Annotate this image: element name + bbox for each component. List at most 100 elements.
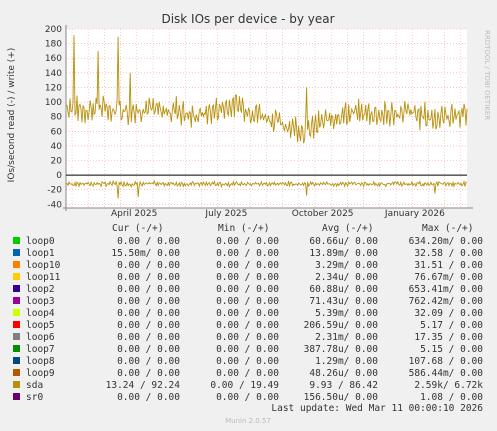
legend-avg-loop8: 1.29m/ 0.00: [315, 356, 378, 367]
legend-avg-loop1: 13.89m/ 0.00: [309, 248, 378, 259]
legend-cur-loop8: 0.00 / 0.00: [117, 356, 180, 367]
legend-avg-loop10: 3.29m/ 0.00: [315, 260, 378, 271]
y-tick-4: 40: [51, 142, 63, 152]
legend-name-loop4: loop4: [26, 308, 55, 319]
legend-name-loop7: loop7: [26, 344, 55, 355]
legend-avg-loop7: 387.78u/ 0.00: [304, 344, 379, 355]
legend-cur-loop0: 0.00 / 0.00: [117, 236, 180, 247]
legend-max-loop10: 31.51 / 0.00: [414, 260, 483, 271]
legend-header-cur: Cur (-/+): [112, 223, 163, 234]
y-tick-10: 160: [45, 54, 62, 64]
sda-read-line: [65, 179, 468, 199]
y-tick-12: 200: [45, 25, 62, 35]
legend-avg-loop11: 2.34u/ 0.00: [315, 272, 378, 283]
y-tick-1: -20: [47, 186, 62, 196]
legend-cur-loop2: 0.00 / 0.00: [117, 284, 180, 295]
legend-min-loop11: 0.00 / 0.00: [216, 272, 279, 283]
y-tick-6: 80: [51, 113, 63, 123]
x-tick-labels: April 2025 July 2025 October 2025 January 2…: [111, 209, 445, 219]
legend-name-loop11: loop11: [26, 272, 61, 283]
legend-swatch-loop1: [13, 249, 20, 256]
legend-cur-sda: 13.24 / 92.24: [106, 380, 181, 391]
legend-min-loop7: 0.00 / 0.00: [216, 344, 279, 355]
legend-name-loop1: loop1: [26, 248, 55, 259]
y-tick-labels: -40 -20 0 20 40 60 80 100 120 140 160 180 200: [45, 25, 62, 210]
legend-avg-loop4: 5.39m/ 0.00: [315, 308, 378, 319]
legend-cur-loop4: 0.00 / 0.00: [117, 308, 180, 319]
legend-avg-loop5: 206.59u/ 0.00: [304, 320, 379, 331]
legend-avg-sr0: 156.50u/ 0.00: [304, 392, 379, 403]
y-tick-9: 140: [45, 69, 62, 79]
legend: Cur (-/+) Min (-/+) Avg (-/+) Max (-/+) …: [13, 223, 483, 403]
legend-header-avg: Avg (-/+): [322, 223, 373, 234]
legend-min-sr0: 0.00 / 0.00: [216, 392, 279, 403]
legend-cur-loop3: 0.00 / 0.00: [117, 296, 180, 307]
legend-min-loop6: 0.00 / 0.00: [216, 332, 279, 343]
legend-swatch-loop3: [13, 297, 20, 304]
y-tick-8: 120: [45, 83, 62, 93]
legend-min-sda: 0.00 / 19.49: [210, 380, 279, 391]
plot-area: [66, 29, 467, 208]
rrdtool-label: RRDTOOL / TOBI OETIKER: [483, 30, 491, 120]
legend-swatch-sr0: [13, 393, 20, 400]
y-axis-label: IOs/second read (-) / write (+): [7, 48, 17, 183]
legend-max-loop0: 634.20m/ 0.00: [409, 236, 484, 247]
legend-name-sda: sda: [26, 380, 43, 391]
legend-min-loop2: 0.00 / 0.00: [216, 284, 279, 295]
legend-swatch-loop7: [13, 345, 20, 352]
legend-avg-loop9: 48.26u/ 0.00: [309, 368, 378, 379]
legend-cur-loop11: 0.00 / 0.00: [117, 272, 180, 283]
legend-name-loop3: loop3: [26, 296, 55, 307]
legend-cur-loop10: 0.00 / 0.00: [117, 260, 180, 271]
sda-series: [65, 35, 468, 199]
legend-swatch-loop8: [13, 357, 20, 364]
legend-swatch-loop4: [13, 309, 20, 316]
legend-min-loop0: 0.00 / 0.00: [216, 236, 279, 247]
legend-swatch-loop2: [13, 285, 20, 292]
legend-name-loop10: loop10: [26, 260, 61, 271]
legend-max-loop3: 762.42m/ 0.00: [409, 296, 484, 307]
legend-max-loop2: 653.41m/ 0.00: [409, 284, 484, 295]
legend-name-sr0: sr0: [26, 392, 43, 403]
last-update: Last update: Wed Mar 11 00:00:10 2026: [271, 403, 483, 414]
legend-name-loop5: loop5: [26, 320, 55, 331]
legend-swatch-loop0: [13, 237, 20, 244]
legend-max-sr0: 1.08 / 0.00: [420, 392, 483, 403]
legend-cur-loop7: 0.00 / 0.00: [117, 344, 180, 355]
legend-min-loop8: 0.00 / 0.00: [216, 356, 279, 367]
legend-max-loop9: 586.44m/ 0.00: [409, 368, 484, 379]
y-tick-2: 0: [56, 171, 62, 181]
legend-max-loop5: 5.17 / 0.00: [420, 320, 483, 331]
legend-cur-loop5: 0.00 / 0.00: [117, 320, 180, 331]
legend-header-min: Min (-/+): [218, 223, 269, 234]
legend-swatch-loop9: [13, 369, 20, 376]
legend-cur-sr0: 0.00 / 0.00: [117, 392, 180, 403]
y-tick-5: 60: [51, 127, 63, 137]
legend-cur-loop6: 0.00 / 0.00: [117, 332, 180, 343]
legend-max-loop1: 32.58 / 0.00: [414, 248, 483, 259]
legend-min-loop3: 0.00 / 0.00: [216, 296, 279, 307]
legend-max-loop4: 32.09 / 0.00: [414, 308, 483, 319]
legend-max-loop7: 5.15 / 0.00: [420, 344, 483, 355]
legend-min-loop10: 0.00 / 0.00: [216, 260, 279, 271]
legend-name-loop9: loop9: [26, 368, 55, 379]
legend-header-max: Max (-/+): [422, 223, 473, 234]
legend-swatch-loop5: [13, 321, 20, 328]
munin-version: Munin 2.0.57: [225, 417, 271, 425]
legend-name-loop2: loop2: [26, 284, 55, 295]
legend-cur-loop9: 0.00 / 0.00: [117, 368, 180, 379]
chart-title: Disk IOs per device - by year: [161, 12, 334, 26]
legend-max-loop8: 107.68 / 0.00: [409, 356, 484, 367]
legend-avg-sda: 9.93 / 86.42: [309, 380, 378, 391]
x-tick-1: July 2025: [204, 209, 247, 219]
y-tick-3: 20: [51, 157, 63, 167]
legend-swatch-loop11: [13, 273, 20, 280]
legend-name-loop6: loop6: [26, 332, 55, 343]
legend-avg-loop2: 60.88u/ 0.00: [309, 284, 378, 295]
x-tick-0: April 2025: [111, 209, 157, 219]
legend-min-loop9: 0.00 / 0.00: [216, 368, 279, 379]
y-tick-11: 180: [45, 40, 62, 50]
x-tick-3: January 2026: [384, 209, 445, 219]
